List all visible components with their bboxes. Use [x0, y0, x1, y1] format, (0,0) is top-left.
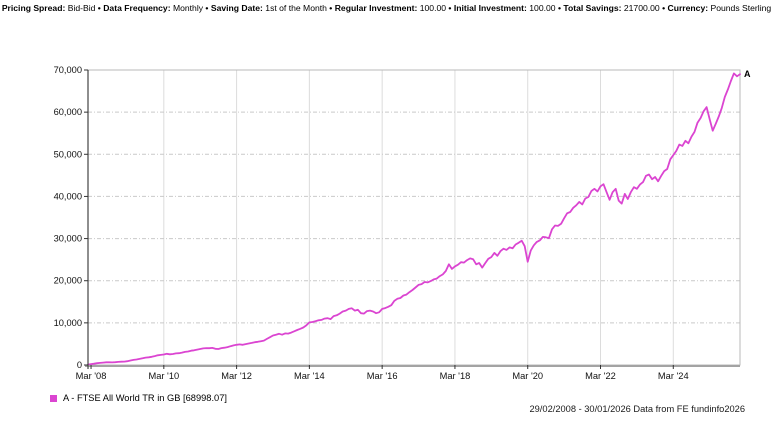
chart-settings-header: Pricing Spread: Bid-Bid • Data Frequency… — [0, 3, 773, 14]
plot-border — [87, 69, 741, 366]
header-setting-label: Data Frequency: — [103, 3, 173, 13]
legend: A - FTSE All World TR in GB [68998.07] — [50, 393, 227, 403]
header-bullet-separator: • — [555, 3, 564, 13]
header-setting-value: 1st of the Month — [265, 3, 327, 13]
header-setting-value: Bid-Bid — [67, 3, 96, 13]
header-bullet-separator: • — [95, 3, 104, 13]
x-tick-label: Mar '24 — [658, 371, 689, 381]
header-setting-label: Saving Date: — [210, 3, 266, 13]
x-tick-label: Mar '10 — [148, 371, 179, 381]
header-setting-value: 21700.00 — [623, 3, 660, 13]
x-tick-label: Mar '18 — [440, 371, 471, 381]
header-setting-label: Total Savings: — [563, 3, 624, 13]
legend-label: A - FTSE All World TR in GB [68998.07] — [63, 393, 227, 403]
data-source-note: 29/02/2008 - 30/01/2026 Data from FE fun… — [529, 404, 745, 414]
x-tick-label: Mar '08 — [76, 371, 107, 381]
y-tick-label: 50,000 — [54, 149, 82, 159]
y-tick-label: 70,000 — [54, 65, 82, 75]
x-tick-label: Mar '22 — [585, 371, 616, 381]
header-setting-value: 100.00 — [529, 3, 556, 13]
series-a-marker — [50, 394, 57, 402]
series-a-end-label: A — [744, 69, 751, 79]
y-tick-label: 60,000 — [54, 107, 82, 117]
y-tick-label: 0 — [77, 360, 82, 370]
y-tick-label: 40,000 — [54, 191, 82, 201]
x-tick-label: Mar '12 — [221, 371, 252, 381]
y-tick-label: 30,000 — [54, 234, 82, 244]
header-setting-label: Currency: — [667, 3, 711, 13]
x-tick-label: Mar '14 — [294, 371, 325, 381]
header-setting-value: Monthly — [172, 3, 204, 13]
header-bullet-separator: • — [326, 3, 335, 13]
header-bullet-separator: • — [446, 3, 454, 13]
y-tick-label: 20,000 — [54, 276, 82, 286]
header-setting-label: Pricing Spread: — [1, 3, 68, 13]
header-setting-label: Regular Investment: — [334, 3, 420, 13]
x-tick-label: Mar '16 — [367, 371, 398, 381]
header-bullet-separator: • — [203, 3, 211, 13]
header-bullet-separator: • — [659, 3, 668, 13]
header-setting-value: Pounds Sterling — [710, 3, 772, 13]
y-tick-label: 10,000 — [54, 318, 82, 328]
header-setting-label: Initial Investment: — [453, 3, 530, 13]
x-tick-label: Mar '20 — [512, 371, 543, 381]
series-a-line — [87, 72, 741, 366]
header-setting-value: 100.00 — [419, 3, 447, 13]
